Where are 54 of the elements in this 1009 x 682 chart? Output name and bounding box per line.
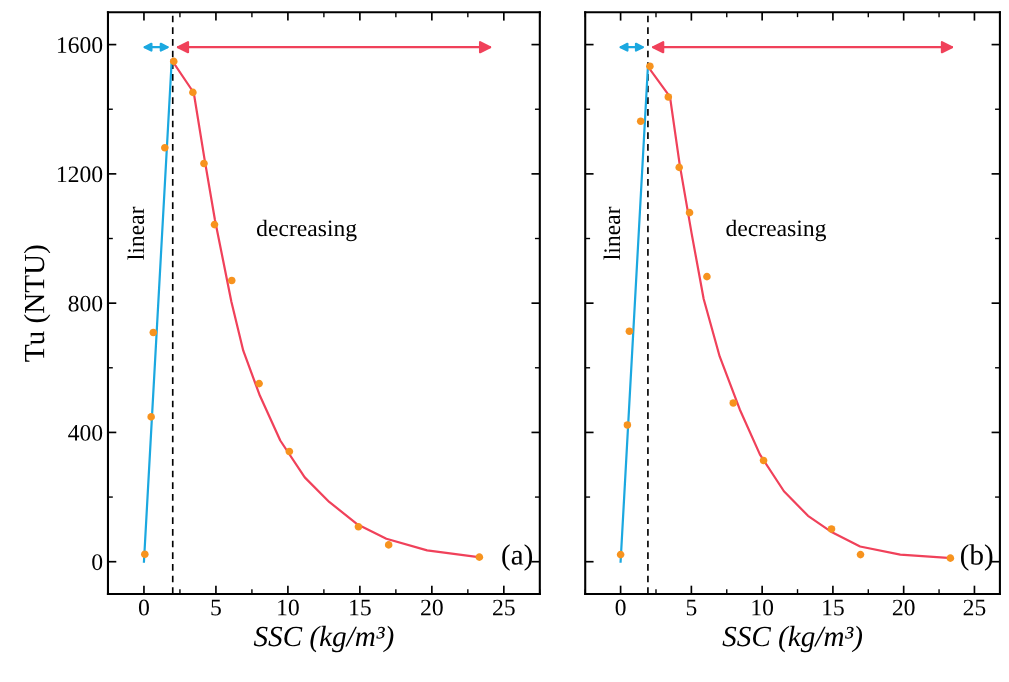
point xyxy=(685,208,694,217)
annotation: (b) xyxy=(960,544,993,571)
annotation: linear xyxy=(603,206,621,260)
annotation: (a) xyxy=(502,544,533,571)
point xyxy=(141,550,149,559)
x-tick-label: 20 xyxy=(421,599,443,616)
x-tick-label: 25 xyxy=(963,599,986,616)
point xyxy=(169,57,178,66)
y-tick-label: 0 xyxy=(92,554,103,571)
x-tick-label: 0 xyxy=(138,599,149,616)
point xyxy=(475,553,484,561)
point xyxy=(703,272,711,281)
point xyxy=(200,159,208,168)
point xyxy=(189,88,197,97)
x-tick-label: 10 xyxy=(752,599,774,616)
x-tick-label: 5 xyxy=(686,599,697,616)
y-tick-label: 1600 xyxy=(57,37,103,54)
annotation: decreasing xyxy=(256,219,357,242)
point xyxy=(636,117,645,125)
y-tick-label: 1200 xyxy=(57,166,103,183)
point xyxy=(856,550,865,559)
point xyxy=(285,447,294,456)
point xyxy=(625,327,634,336)
x-tick-label: 5 xyxy=(211,599,221,616)
x-tick-label: 15 xyxy=(350,599,371,616)
point xyxy=(623,421,632,429)
x-tick-label: 0 xyxy=(615,599,626,616)
point xyxy=(227,276,236,285)
annotation: decreasing xyxy=(726,219,826,242)
x-tick-label: 10 xyxy=(278,599,299,616)
x-tick-label: 25 xyxy=(493,599,515,616)
y-tick-label: 400 xyxy=(68,424,103,441)
point xyxy=(946,554,955,562)
point xyxy=(759,456,768,465)
point xyxy=(149,328,158,337)
point xyxy=(646,62,654,71)
point xyxy=(384,541,393,549)
point xyxy=(616,550,625,559)
point xyxy=(354,522,363,531)
x-tick-label: 15 xyxy=(823,599,844,616)
point xyxy=(664,93,673,101)
y-axis-title: Tu (NTU) xyxy=(23,245,51,362)
point xyxy=(147,413,155,421)
point xyxy=(675,163,683,172)
point xyxy=(161,143,169,152)
point xyxy=(255,379,263,388)
point xyxy=(729,399,738,407)
point xyxy=(827,525,836,533)
x-axis-title: SSC (kg/m³) xyxy=(253,625,394,653)
annotation: linear xyxy=(127,206,145,260)
y-tick-label: 800 xyxy=(68,295,103,312)
point xyxy=(210,220,219,229)
x-axis-title: SSC (kg/m³) xyxy=(722,625,863,653)
x-tick-label: 20 xyxy=(892,599,915,616)
